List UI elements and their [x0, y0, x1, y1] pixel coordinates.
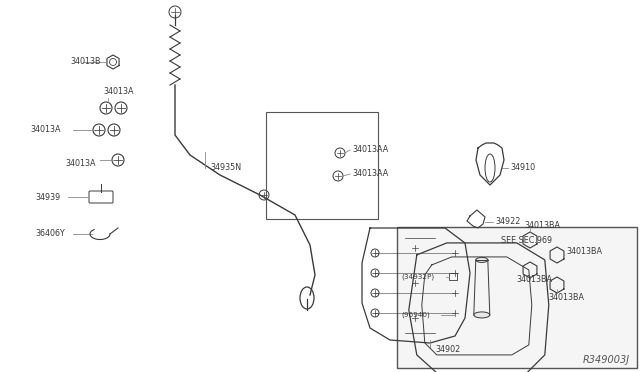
Text: SEE SEC.969: SEE SEC.969 — [501, 237, 552, 246]
Text: 34013BA: 34013BA — [524, 221, 560, 231]
Ellipse shape — [476, 257, 488, 262]
Bar — [266, 112, 378, 219]
Text: 34013A: 34013A — [30, 125, 61, 135]
Text: 34013BA: 34013BA — [566, 247, 602, 257]
Bar — [397, 227, 637, 368]
Text: 34013AA: 34013AA — [352, 170, 388, 179]
Text: 34013BA: 34013BA — [516, 276, 552, 285]
Text: 34910: 34910 — [510, 164, 535, 173]
Text: R349003J: R349003J — [583, 355, 630, 365]
Text: (96940): (96940) — [402, 312, 431, 318]
Text: 34935N: 34935N — [210, 164, 241, 173]
Text: 34013BA: 34013BA — [548, 294, 584, 302]
Text: 34902: 34902 — [435, 346, 460, 355]
Bar — [449, 273, 457, 280]
Text: 34013A: 34013A — [65, 158, 95, 167]
Text: 36406Y: 36406Y — [35, 230, 65, 238]
Ellipse shape — [474, 312, 490, 318]
Text: 34922: 34922 — [495, 218, 520, 227]
Text: 34013AA: 34013AA — [352, 145, 388, 154]
Text: 34939: 34939 — [35, 192, 60, 202]
Text: 34013A: 34013A — [103, 87, 134, 96]
Text: 34013B: 34013B — [70, 58, 100, 67]
Text: (34932P): (34932P) — [402, 274, 435, 280]
